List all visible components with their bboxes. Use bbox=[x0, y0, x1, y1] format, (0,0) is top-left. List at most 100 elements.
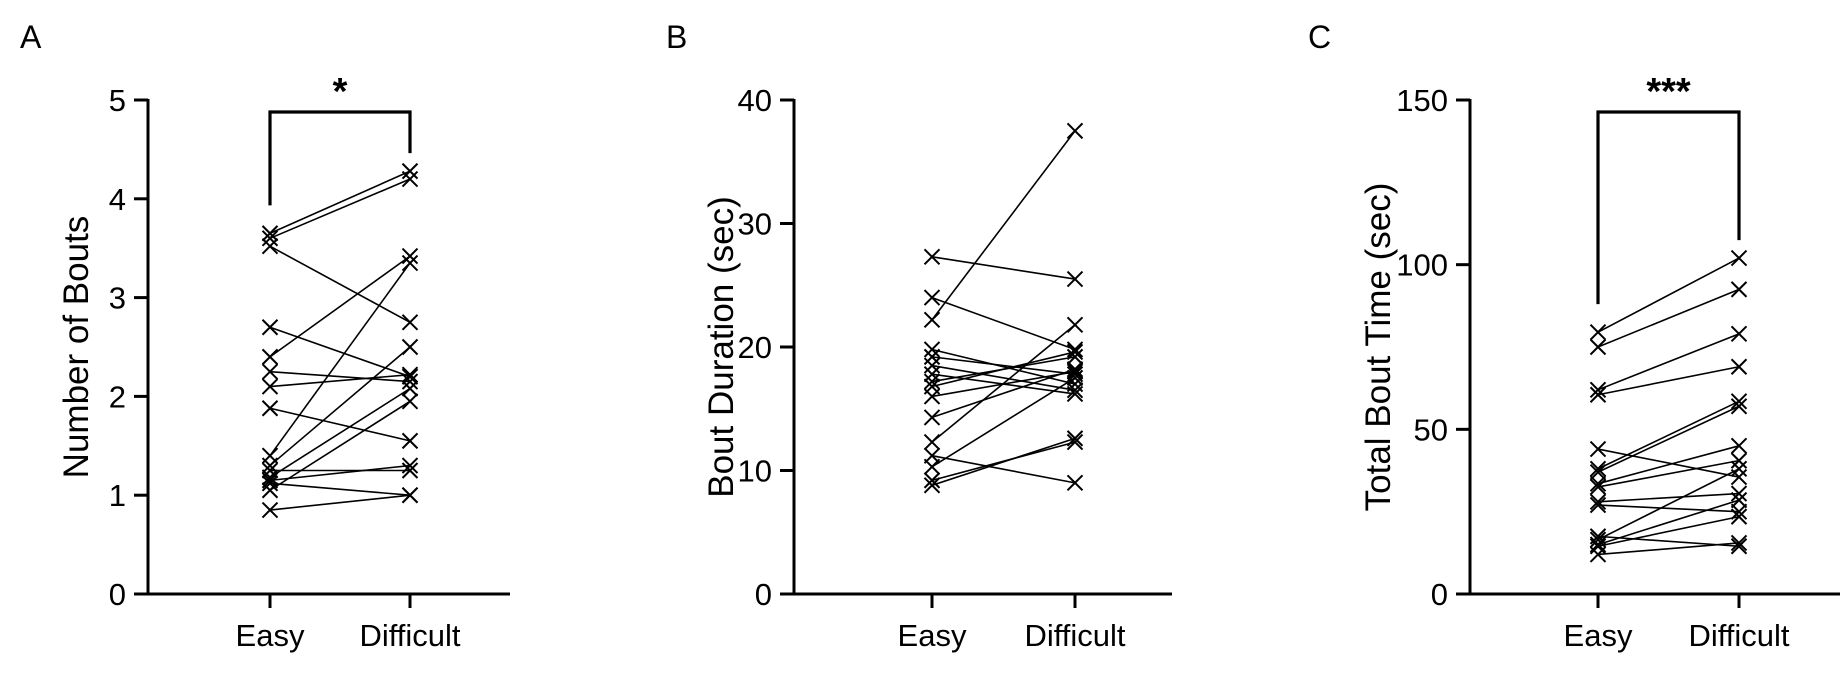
data-point-difficult bbox=[401, 457, 419, 474]
y-tick-label: 5 bbox=[109, 83, 126, 118]
data-point-easy bbox=[1589, 478, 1607, 496]
panel-letter: B bbox=[666, 19, 687, 55]
data-point-difficult bbox=[1730, 503, 1748, 520]
pair-line bbox=[1597, 288, 1740, 348]
pair-line bbox=[269, 400, 411, 491]
data-point-difficult bbox=[1730, 485, 1748, 502]
data-point-difficult bbox=[1066, 369, 1084, 387]
panel-letter: A bbox=[20, 19, 42, 55]
pair-line bbox=[269, 170, 411, 235]
pair-line bbox=[269, 326, 411, 378]
data-point-difficult bbox=[1066, 316, 1084, 333]
x-tick-label-easy: Easy bbox=[236, 618, 305, 653]
y-tick-label: 0 bbox=[109, 577, 126, 612]
data-point-easy bbox=[1589, 440, 1607, 458]
data-point-easy bbox=[261, 501, 279, 519]
data-point-difficult bbox=[1066, 433, 1084, 451]
pair-line bbox=[931, 296, 1076, 351]
chart-panel-c: C 0 50 100 150 Easy Difficult Total Bout Time (… bbox=[1308, 19, 1840, 653]
x-tick-label-difficult: Difficult bbox=[1024, 618, 1125, 653]
pair-line bbox=[269, 494, 411, 511]
pair-line bbox=[1597, 445, 1740, 485]
data-point-difficult bbox=[401, 366, 419, 383]
data-point-easy bbox=[923, 388, 941, 405]
data-point-difficult bbox=[1730, 491, 1748, 509]
data-point-easy bbox=[923, 357, 941, 374]
x-tick-label-easy: Easy bbox=[1564, 618, 1633, 653]
pair-line bbox=[269, 482, 411, 496]
data-point-easy bbox=[1589, 475, 1607, 492]
data-point-difficult bbox=[1730, 358, 1748, 375]
y-tick-label: 0 bbox=[1431, 577, 1448, 612]
data-point-difficult bbox=[401, 338, 419, 356]
data-point-easy bbox=[923, 341, 941, 358]
pair-line bbox=[1597, 333, 1740, 391]
data-point-difficult bbox=[1730, 508, 1748, 525]
data-point-easy bbox=[261, 319, 279, 336]
data-point-difficult bbox=[401, 486, 419, 504]
pair-line bbox=[1597, 499, 1740, 546]
data-point-easy bbox=[1589, 546, 1607, 563]
data-point-difficult bbox=[1730, 538, 1748, 555]
significance-label: *** bbox=[1646, 71, 1691, 113]
data-point-easy bbox=[1589, 386, 1607, 403]
pair-line bbox=[269, 346, 411, 467]
pair-line bbox=[1597, 365, 1740, 396]
data-point-easy bbox=[923, 311, 941, 329]
y-tick-label: 3 bbox=[109, 281, 126, 316]
pair-line bbox=[1597, 468, 1740, 541]
pair-line bbox=[931, 377, 1076, 468]
pair-line bbox=[1597, 459, 1740, 488]
pair-line bbox=[931, 351, 1076, 388]
chart-panel-a: A 0 1 2 3 4 5 Easy Difficult Number of Bouts * bbox=[20, 19, 510, 653]
pair-line bbox=[269, 387, 411, 479]
data-point-easy bbox=[923, 289, 941, 306]
pair-line bbox=[931, 454, 1076, 484]
data-point-difficult bbox=[1730, 281, 1748, 298]
data-point-easy bbox=[1589, 463, 1607, 481]
data-point-difficult bbox=[401, 162, 419, 180]
y-tick-label: 150 bbox=[1396, 83, 1448, 118]
data-point-difficult bbox=[1730, 393, 1748, 410]
data-point-difficult bbox=[1066, 122, 1084, 140]
pair-line bbox=[1597, 504, 1740, 513]
pair-line bbox=[931, 364, 1076, 392]
significance-label: * bbox=[333, 71, 348, 113]
data-point-easy bbox=[261, 482, 279, 499]
y-tick-label: 0 bbox=[755, 577, 772, 612]
pair-line bbox=[931, 368, 1076, 419]
pair-line bbox=[1597, 492, 1740, 503]
data-point-easy bbox=[923, 365, 941, 383]
data-point-difficult bbox=[1730, 460, 1748, 478]
pair-line bbox=[269, 262, 411, 457]
pair-line bbox=[1597, 405, 1740, 473]
data-point-easy bbox=[1589, 323, 1607, 341]
pair-line bbox=[931, 348, 1076, 385]
pair-line bbox=[931, 356, 1076, 375]
data-point-difficult bbox=[1066, 430, 1084, 447]
data-point-difficult bbox=[1730, 534, 1748, 552]
data-point-difficult bbox=[1066, 385, 1084, 403]
data-point-difficult bbox=[1066, 348, 1084, 366]
data-point-easy bbox=[923, 248, 941, 266]
pair-line bbox=[1597, 448, 1740, 478]
data-point-difficult bbox=[401, 254, 419, 272]
data-point-easy bbox=[261, 225, 279, 242]
data-point-easy bbox=[261, 363, 279, 380]
data-point-easy bbox=[923, 433, 941, 451]
y-axis-label: Bout Duration (sec) bbox=[702, 196, 741, 498]
data-point-difficult bbox=[401, 373, 419, 390]
pair-line bbox=[269, 370, 411, 383]
pair-line bbox=[1597, 257, 1740, 333]
data-point-easy bbox=[261, 469, 279, 486]
data-point-easy bbox=[261, 348, 279, 366]
y-axis-label: Total Bout Time (sec) bbox=[1359, 183, 1398, 512]
pair-line bbox=[269, 255, 411, 358]
data-point-difficult bbox=[1066, 343, 1084, 361]
pair-line bbox=[269, 373, 411, 388]
data-point-easy bbox=[923, 373, 941, 390]
y-tick-label: 100 bbox=[1396, 248, 1448, 283]
data-point-easy bbox=[261, 400, 279, 417]
pair-line bbox=[931, 324, 1076, 443]
